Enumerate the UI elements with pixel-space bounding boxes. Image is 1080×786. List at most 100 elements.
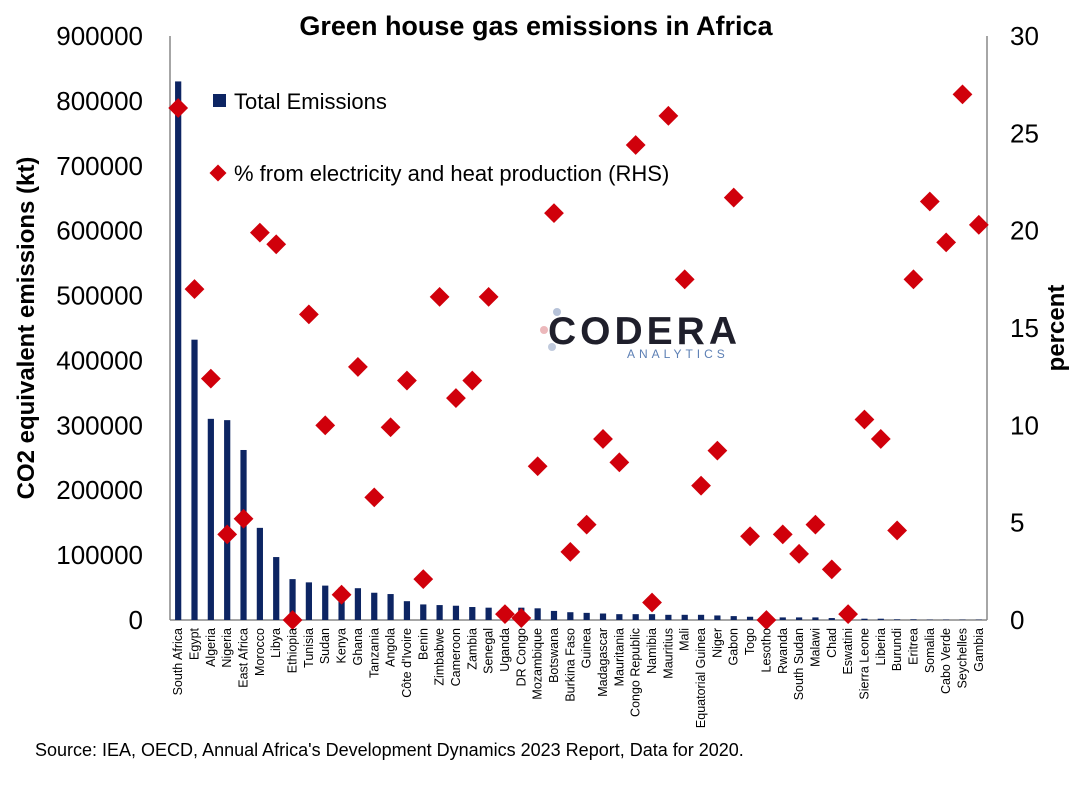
bar xyxy=(175,81,182,620)
right-axis-tick-label: 30 xyxy=(1010,21,1039,51)
data-point xyxy=(936,232,957,253)
bar xyxy=(779,617,786,620)
category-label: Mauritius xyxy=(661,628,675,679)
data-point xyxy=(838,604,859,625)
bar xyxy=(599,613,607,620)
bar xyxy=(795,617,803,620)
chart-title: Green house gas emissions in Africa xyxy=(299,11,773,41)
category-label: Tanzania xyxy=(367,628,381,678)
data-point xyxy=(642,592,662,613)
bar xyxy=(403,601,411,620)
bar xyxy=(583,612,590,620)
data-point xyxy=(625,135,646,155)
bar xyxy=(648,614,656,620)
data-point xyxy=(364,487,385,508)
bar xyxy=(305,582,312,620)
category-label: Uganda xyxy=(498,628,512,672)
right-axis-tick-label: 25 xyxy=(1010,118,1039,148)
bar xyxy=(632,614,639,620)
data-point xyxy=(805,514,826,535)
bar xyxy=(616,614,623,620)
category-label: Morocco xyxy=(253,628,267,676)
data-point xyxy=(298,304,319,325)
category-label: Niger xyxy=(710,628,724,658)
data-point xyxy=(380,417,401,438)
bar xyxy=(812,617,819,620)
data-point xyxy=(919,191,940,212)
legend-marker-swatch xyxy=(209,164,227,182)
data-point xyxy=(560,541,581,562)
data-point xyxy=(217,524,238,545)
bar xyxy=(665,614,672,620)
data-point xyxy=(184,279,205,299)
data-point xyxy=(511,608,532,628)
category-label: Lesotho xyxy=(759,628,773,673)
category-label: Congo Republic xyxy=(629,628,643,717)
bar xyxy=(567,612,574,620)
data-point xyxy=(527,456,548,477)
category-label: Madagascar xyxy=(596,628,610,697)
legend: Total Emissions % from electricity and h… xyxy=(209,89,669,186)
bar xyxy=(534,608,541,620)
bar xyxy=(877,618,884,620)
data-point xyxy=(952,84,973,105)
data-point xyxy=(266,234,287,255)
category-label: Botswana xyxy=(547,628,561,683)
category-label: Mozambique xyxy=(531,628,545,700)
data-point xyxy=(887,520,908,541)
left-axis-tick-label: 400000 xyxy=(56,345,143,375)
category-label: Ethiopia xyxy=(286,628,300,673)
logo-subtitle: ANALYTICS xyxy=(627,347,729,361)
right-axis-tick-label: 20 xyxy=(1010,216,1039,246)
category-label: Eswatini xyxy=(841,628,855,675)
data-point xyxy=(233,508,254,529)
data-point xyxy=(870,429,891,449)
bar xyxy=(387,594,394,620)
category-label: Burundi xyxy=(890,628,904,671)
codera-logo: CODERA ANALYTICS xyxy=(540,308,737,361)
category-label: Sudan xyxy=(318,628,332,664)
left-axis-tick-label: 900000 xyxy=(56,21,143,51)
bar xyxy=(420,604,427,620)
category-label: Angola xyxy=(384,628,398,667)
bar xyxy=(861,618,868,620)
bar xyxy=(207,418,214,620)
data-point xyxy=(478,286,499,307)
category-label: Libya xyxy=(269,628,283,658)
category-label: Algeria xyxy=(204,628,218,667)
data-point xyxy=(658,105,679,126)
data-point xyxy=(740,526,760,547)
left-axis-tick-label: 200000 xyxy=(56,475,143,505)
left-axis-tick-label: 600000 xyxy=(56,216,143,246)
bar xyxy=(354,588,362,620)
data-point xyxy=(315,415,336,436)
left-axis-tick-label: 0 xyxy=(129,605,143,635)
category-label: Cabo Verde xyxy=(939,628,953,694)
data-point xyxy=(854,409,875,430)
bar xyxy=(910,619,917,620)
category-label: Burkina Faso xyxy=(563,628,577,702)
category-label: Ghana xyxy=(351,628,365,666)
category-label: Guinea xyxy=(580,628,594,668)
category-label: Sierra Leone xyxy=(857,628,871,700)
category-label: Mauritania xyxy=(612,628,626,686)
category-label: Namibia xyxy=(645,628,659,674)
data-point xyxy=(691,475,711,496)
right-axis-tick-label: 0 xyxy=(1010,605,1024,635)
category-label: Gabon xyxy=(727,628,741,666)
right-axis-tick-label: 15 xyxy=(1010,313,1039,343)
right-axis-ticks: 0 5 10 15 20 25 30 xyxy=(1010,21,1039,635)
bar xyxy=(256,527,263,620)
source-note: Source: IEA, OECD, Annual Africa's Devel… xyxy=(35,740,744,760)
data-point xyxy=(707,440,728,461)
category-label: Malawi xyxy=(808,628,822,667)
category-label: Senegal xyxy=(482,628,496,674)
category-label: Chad xyxy=(825,628,839,658)
legend-marker-label: % from electricity and heat production (… xyxy=(234,161,669,186)
legend-bar-label: Total Emissions xyxy=(234,89,387,114)
category-label: Togo xyxy=(743,628,757,655)
bar xyxy=(697,614,705,620)
bar xyxy=(452,605,460,620)
category-label: Gambia xyxy=(972,628,986,672)
